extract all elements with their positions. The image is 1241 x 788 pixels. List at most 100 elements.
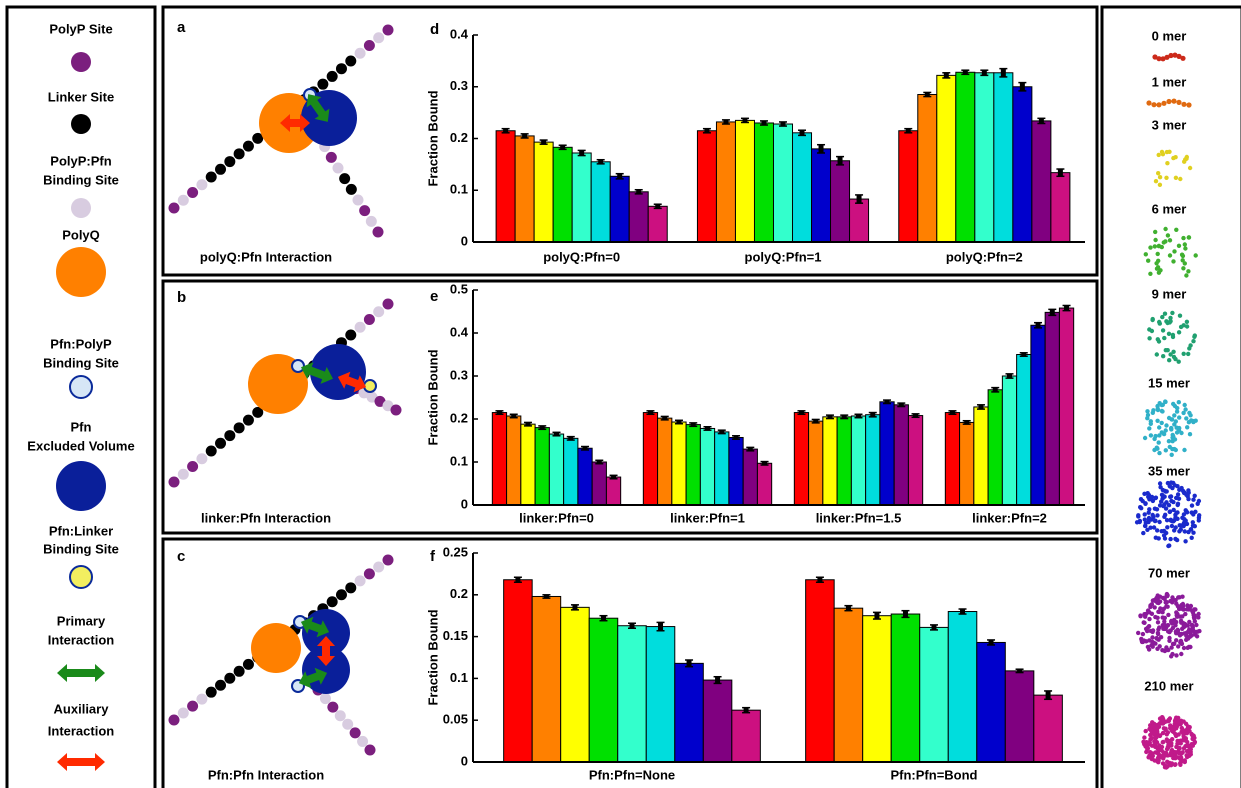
chain-site (391, 405, 402, 416)
molecule-bead (1157, 339, 1161, 343)
chain-site (355, 322, 366, 333)
bar (920, 627, 949, 762)
legend-symbol (71, 52, 91, 72)
molecule-bead (1183, 529, 1187, 533)
molecule-bead (1146, 259, 1150, 263)
bar (880, 402, 894, 505)
bar (891, 614, 920, 762)
bar (812, 149, 831, 242)
molecule-bead (1156, 620, 1160, 624)
legend-label: Primary (57, 613, 106, 628)
molecule-bead (1146, 413, 1150, 417)
molecule-bead (1142, 621, 1146, 625)
molecule-bead (1180, 751, 1184, 755)
molecule-bead (1166, 99, 1171, 104)
bar (492, 413, 506, 505)
molecule-bead (1172, 422, 1176, 426)
panel-letter: a (177, 19, 186, 36)
molecule-bead (1181, 266, 1185, 270)
bar (945, 413, 959, 505)
molecule-bead (1174, 228, 1178, 232)
bar (956, 72, 975, 242)
molecule-bead (1186, 102, 1191, 107)
legend-symbol (71, 114, 91, 134)
chain-site (373, 306, 384, 317)
molecule-bead (1182, 160, 1186, 164)
molecule-bead (1177, 529, 1181, 533)
molecule-bead (1167, 439, 1171, 443)
chain-site (366, 216, 377, 227)
molecule-bead (1182, 448, 1186, 452)
x-tick-label: linker:Pfn=0 (519, 510, 594, 525)
molecule-bead (1146, 100, 1151, 105)
molecule-bead (1187, 748, 1191, 752)
molecule-bead (1150, 329, 1154, 333)
molecule-bead (1177, 746, 1181, 750)
molecule-bead (1182, 719, 1186, 723)
y-tick-label: 0.3 (450, 78, 468, 93)
molecule-bead (1191, 339, 1195, 343)
molecule-bead (1186, 488, 1190, 492)
chain-site (350, 727, 361, 738)
molecule-bead (1158, 321, 1162, 325)
molecule-bead (1180, 642, 1184, 646)
x-tick-label: linker:Pfn=1.5 (816, 510, 902, 525)
mer-label: 6 mer (1152, 201, 1187, 216)
bar (496, 131, 515, 242)
molecule-bead (1159, 499, 1163, 503)
bar (553, 147, 572, 242)
molecule-bead (1187, 420, 1191, 424)
y-tick-label: 0.3 (450, 367, 468, 382)
chain-site (339, 173, 350, 184)
chain-site (196, 179, 207, 190)
legend-label: Binding Site (43, 541, 119, 556)
chain-site (327, 596, 338, 607)
molecule-bead (1160, 409, 1164, 413)
molecule-bead (1161, 152, 1165, 156)
molecule-bead (1187, 620, 1191, 624)
molecule-bead (1171, 335, 1175, 339)
chain-site (215, 680, 226, 691)
molecule-bead (1157, 520, 1161, 524)
molecule-bead (1160, 529, 1164, 533)
molecule-bead (1150, 318, 1154, 322)
molecule-bead (1154, 536, 1158, 540)
molecule-bead (1155, 513, 1159, 517)
chain-site (243, 415, 254, 426)
molecule-bead (1145, 629, 1149, 633)
molecule-bead (1177, 400, 1181, 404)
chain-site (345, 582, 356, 593)
molecule-bead (1157, 425, 1161, 429)
molecule-bead (1184, 273, 1188, 277)
molecule-bead (1170, 728, 1174, 732)
interaction-arrow (57, 664, 105, 682)
molecule-bead (1147, 426, 1151, 430)
molecule-bead (1144, 521, 1148, 525)
molecule-bead (1196, 612, 1200, 616)
molecule-bead (1184, 493, 1188, 497)
molecule-bead (1191, 531, 1195, 535)
molecule-bead (1153, 745, 1157, 749)
bar (572, 153, 591, 242)
chain-site (234, 666, 245, 677)
molecule-bead (1167, 358, 1171, 362)
x-tick-label: polyQ:Pfn=1 (745, 249, 822, 264)
bar (729, 437, 743, 505)
chain-site (215, 438, 226, 449)
chain-site (206, 687, 217, 698)
y-tick-label: 0.4 (450, 26, 469, 41)
y-tick-label: 0 (461, 233, 468, 248)
molecule-bead (1146, 494, 1150, 498)
molecule-bead (1180, 614, 1184, 618)
molecule-bead (1183, 246, 1187, 250)
chain-site (224, 156, 235, 167)
molecule-bead (1180, 56, 1185, 61)
molecule-bead (1186, 530, 1190, 534)
molecule-bead (1153, 434, 1157, 438)
molecule-bead (1171, 99, 1176, 104)
y-tick-label: 0.1 (450, 453, 468, 468)
molecule-bead (1177, 244, 1181, 248)
molecule-bead (1182, 646, 1186, 650)
bar (549, 434, 563, 505)
chain-site (169, 715, 180, 726)
